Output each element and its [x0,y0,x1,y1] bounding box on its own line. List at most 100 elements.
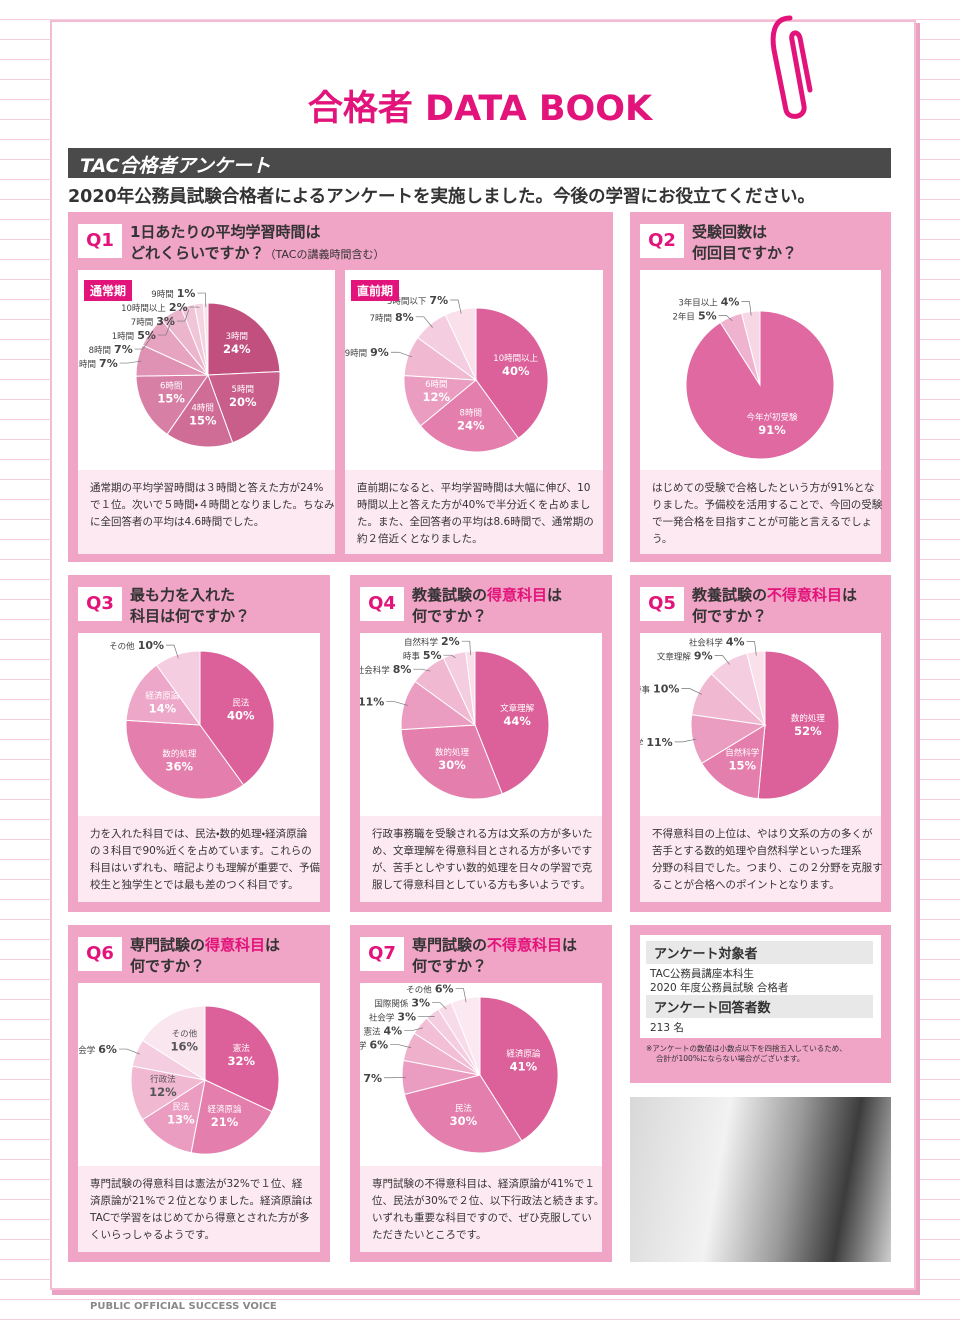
title-line: 受験回数は [692,222,797,243]
slice-label: 数的処理 [162,749,197,760]
slice-outer-label: 7時間 3% [131,315,175,328]
question-title: 教養試験の不得意科目は 何ですか？ [692,585,857,627]
slice-label: 文章理解 [500,703,535,714]
leader-line [741,301,752,316]
slice-outer-label: 1時間 5% [112,329,156,342]
leader-line [390,351,413,358]
slice-label: 3時間 [226,332,248,342]
slice-label: 3年目以上 [678,298,718,309]
info-text: TAC公務員講座本科生 [650,968,754,980]
slice-label: 憲法 [363,1027,381,1038]
leader-line [386,701,408,706]
info-text: 2020 年度公務員試験 合格者 [650,982,789,994]
slice-label: 国際関係 [374,999,409,1010]
slice-outer-label: 3年目以上 4% [678,296,739,309]
slice-label: 社会学 [78,1045,96,1056]
title-line: 何ですか？ [412,606,562,627]
slice-value: 7% [363,1072,382,1085]
slice-label: 社会科学 [360,665,390,676]
slice-label: 自然科学 [404,637,439,648]
slice-label: 10時間以上 [493,354,538,364]
question-number: Q4 [360,587,404,621]
title-text: 何ですか？ [692,607,768,625]
slice-label: 社会学 [369,1013,395,1024]
slice-value: 7% [114,343,133,356]
question-number: Q3 [78,587,122,621]
note-line: 専門試験の不得意科目は、経済原論が41%で１ [372,1178,595,1190]
photo [630,1097,891,1262]
note-line: た。また、全回答者の平均は8.6時間で、通常期の [357,516,594,528]
footer: PUBLIC OFFICIAL SUCCESS VOICE [90,1301,277,1312]
slice-outer-label: 10時間以上 2% [121,301,188,314]
title-text: 専門試験の [412,936,488,954]
note-line: 分野の科目でした。つまり、この２分野を克服す [652,862,883,874]
title-text: （TACの講義時間含む） [264,248,385,261]
title-line: 教養試験の不得意科目は [692,585,857,606]
slice-value: 10% [653,682,679,695]
chart-note: 直前期になると、平均学習時間は大幅に伸び、10 時間以上と答えた方が40%で半分近… [345,470,603,554]
title-text: 専門試験の [130,936,206,954]
slice-outer-label: 行政法7% [360,1072,382,1085]
note-line: 行政事務職を受験される方は文系の方が多いた [372,828,593,840]
leader-line [119,360,142,364]
leader-line [413,668,431,672]
pie-slice [400,724,503,800]
title-line: 1日あたりの平均学習時間は [130,222,384,243]
slice-label: 7時間 [131,318,153,328]
slice-outer-label: 自然科学 2% [404,635,460,648]
question-number: Q1 [78,224,122,258]
question-number: Q6 [78,937,122,971]
slice-value: 40% [227,709,255,723]
slice-value: 52% [794,724,822,738]
slice-outer-label: 時事 5% [403,649,442,662]
slice-label: 6時間 [160,382,182,392]
pie-slice [474,650,550,795]
slice-outer-label: 8時間 7% [89,343,133,356]
slice-value: 44% [503,714,531,728]
title-line: 教養試験の得意科目は [412,585,562,606]
slice-outer-label: 2時間7% [78,357,118,370]
slice-label: 9時間 [345,349,367,359]
note-line: 済原論が21%で２位となりました。経済原論は [90,1195,313,1207]
note-line: くいらっしゃるようです。 [90,1229,215,1241]
slice-label: 9時間 [151,290,173,300]
paperclip [770,15,813,119]
slice-outer-label: 7時間 8% [370,311,414,324]
slice-value: 10% [138,639,164,652]
leader-line [681,688,703,695]
slice-value: 8% [393,663,412,676]
title-line: 専門試験の不得意科目は [412,935,577,956]
slice-value: 4% [726,636,745,649]
slice-value: 3% [156,315,175,328]
slice-outer-label: 社会学 3% [369,1011,416,1024]
chart-note: 専門試験の不得意科目は、経済原論が41%で１ 位、民法が30%で２位、以下行政法と… [360,1166,604,1252]
title-line: どれくらいですか？（TACの講義時間含む） [130,243,384,265]
slice-value: 5% [423,649,442,662]
slice-value: 2% [441,635,460,648]
slice-value: 7% [99,357,118,370]
leader-line [415,316,433,328]
pie-slice [204,1005,280,1113]
slice-label: 数的処理 [791,713,826,724]
title-highlight: 不得意科目 [487,936,563,954]
note-line: ることが合格へのポイントとなります。 [652,879,840,891]
note-line: 校生と独学生とでは最も差のつく科目です。 [90,879,299,891]
leader-line [450,299,462,314]
title-line: 専門試験の得意科目は [130,935,280,956]
slice-label: 経済原論 [506,1048,541,1059]
title-text: 科目は何ですか？ [130,607,251,625]
title-line: 何ですか？ [130,956,280,977]
note-line: 苦手とする数的処理や自然科学といった理系 [652,845,862,857]
slice-label: 文章理解 [657,652,692,663]
slice-label: 8時間 [460,408,482,418]
note-line: TACで学習をはじめてから得意とされた方が多 [90,1212,310,1224]
slice-label: 民法 [172,1101,190,1112]
slice-label: 数的処理 [435,747,470,758]
slice-label: 8時間 [89,346,111,356]
note-line: 約２倍近くとなりました。 [357,533,483,545]
paperclip-wire [770,15,813,119]
slice-value: 21% [211,1115,239,1129]
slice-value: 9% [370,346,389,359]
